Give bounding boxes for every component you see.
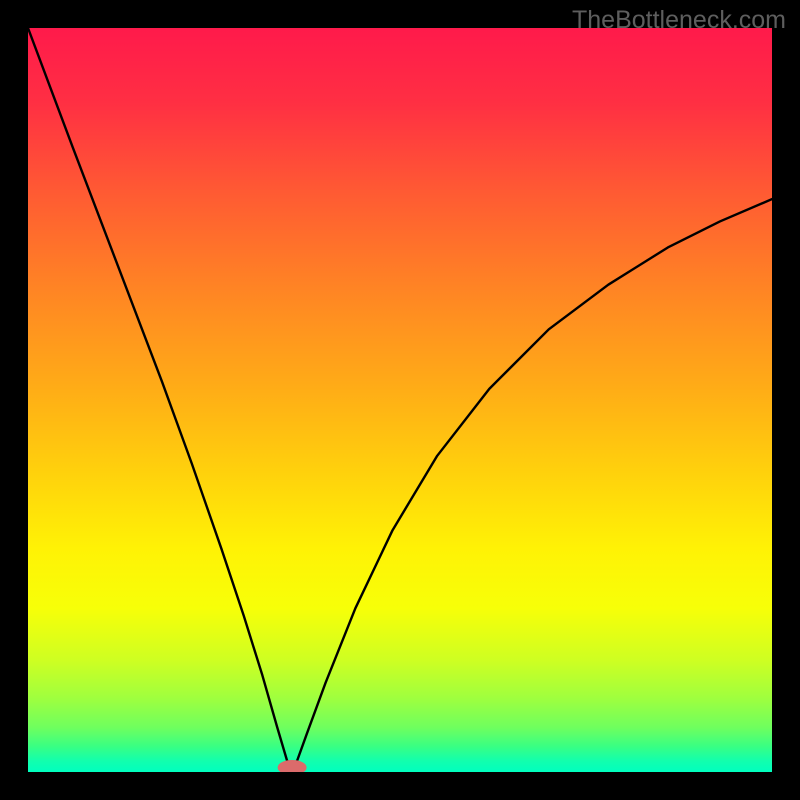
bottleneck-curve-chart bbox=[28, 28, 772, 772]
watermark-text: TheBottleneck.com bbox=[572, 6, 786, 35]
minimum-marker bbox=[278, 761, 306, 772]
chart-area bbox=[28, 28, 772, 772]
gradient-background bbox=[28, 28, 772, 772]
